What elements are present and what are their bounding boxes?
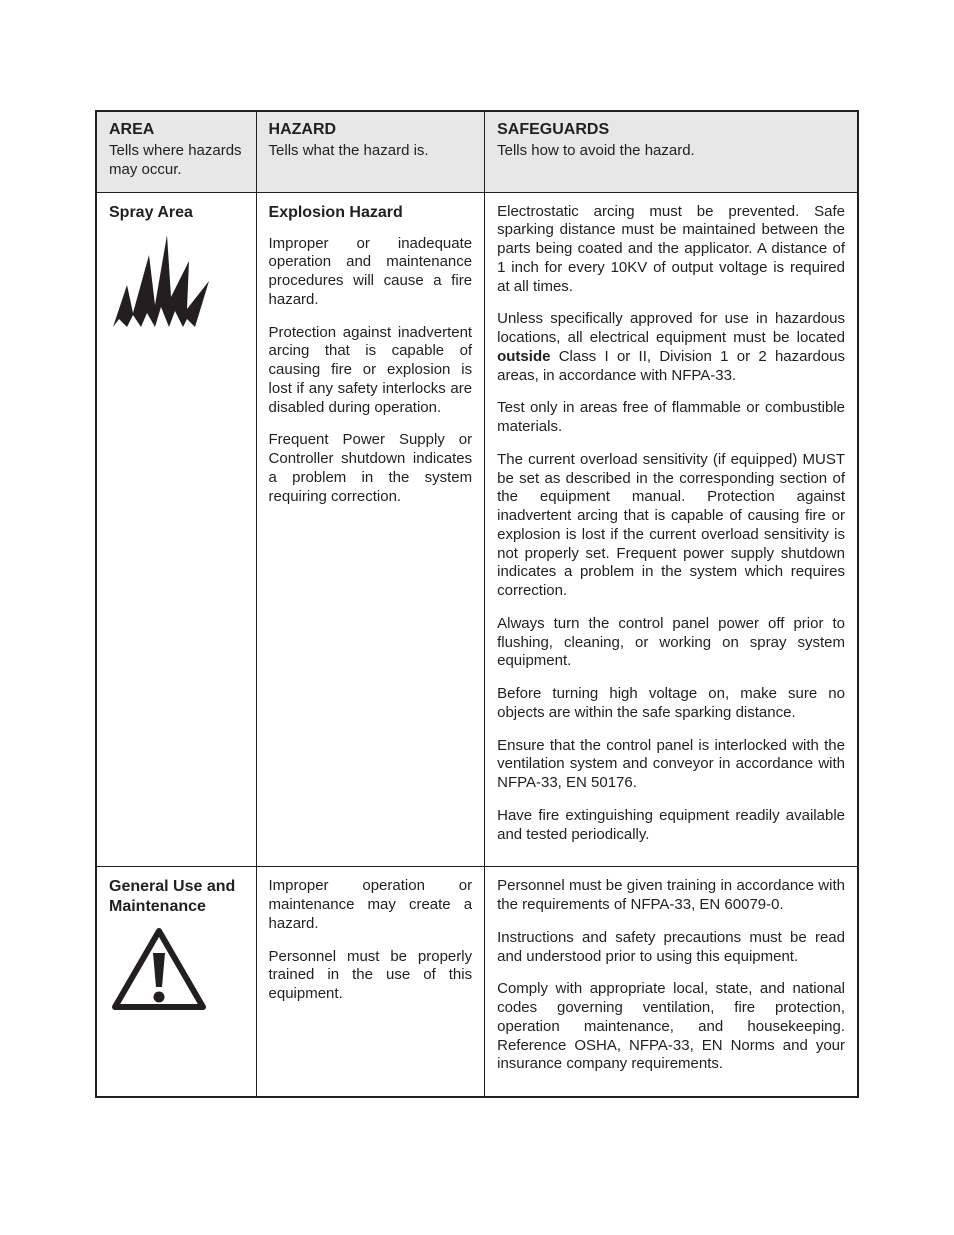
hazard-para: Frequent Power Supply or Controller shut… xyxy=(269,431,473,506)
safeguard-para: Before turning high voltage on, make sur… xyxy=(497,685,845,723)
explosion-icon xyxy=(109,231,219,331)
area-title: Spray Area xyxy=(109,203,244,223)
hazard-para: Personnel must be properly trained in th… xyxy=(269,948,473,1004)
hazard-para: Improper or inadequate operation and mai… xyxy=(269,235,473,310)
safeguard-para: Unless specifically approved for use in … xyxy=(497,310,845,385)
header-safeguards: SAFEGUARDS Tells how to avoid the hazard… xyxy=(485,111,858,192)
safeguard-para: Electrostatic arcing must be prevented. … xyxy=(497,203,845,297)
safeguard-para: Personnel must be given training in acco… xyxy=(497,877,845,915)
area-title: General Use and Maintenance xyxy=(109,877,244,917)
header-safeguards-title: SAFEGUARDS xyxy=(497,120,845,140)
hazard-table: AREA Tells where hazards may occur. HAZA… xyxy=(95,110,859,1098)
hazard-title: Explosion Hazard xyxy=(269,203,473,223)
safeguard-para: Instructions and safety precautions must… xyxy=(497,929,845,967)
hazard-para: Protection against inadvertent arcing th… xyxy=(269,324,473,418)
hazard-para: Improper operation or maintenance may cr… xyxy=(269,877,473,933)
safeguards-cell: Electrostatic arcing must be prevented. … xyxy=(485,192,858,867)
header-area-title: AREA xyxy=(109,120,244,140)
header-safeguards-subtitle: Tells how to avoid the hazard. xyxy=(497,142,845,161)
hazard-cell: Improper operation or maintenance may cr… xyxy=(256,867,485,1097)
table-row: General Use and Maintenance Improper ope… xyxy=(96,867,858,1097)
safeguard-para: Test only in areas free of flammable or … xyxy=(497,399,845,437)
header-area-subtitle: Tells where hazards may occur. xyxy=(109,142,244,180)
warning-icon xyxy=(109,925,209,1015)
safeguard-para: Ensure that the control panel is interlo… xyxy=(497,737,845,793)
header-hazard: HAZARD Tells what the hazard is. xyxy=(256,111,485,192)
header-hazard-title: HAZARD xyxy=(269,120,473,140)
header-hazard-subtitle: Tells what the hazard is. xyxy=(269,142,473,161)
safeguard-para: Have fire extinguishing equipment readil… xyxy=(497,807,845,845)
safeguard-para: Always turn the control panel power off … xyxy=(497,615,845,671)
area-cell: General Use and Maintenance xyxy=(96,867,256,1097)
safeguard-para: Comply with appropriate local, state, an… xyxy=(497,980,845,1074)
table-row: Spray Area Explosion Hazard Improper or … xyxy=(96,192,858,867)
safeguard-para: The current overload sensitivity (if equ… xyxy=(497,451,845,601)
header-area: AREA Tells where hazards may occur. xyxy=(96,111,256,192)
hazard-cell: Explosion Hazard Improper or inadequate … xyxy=(256,192,485,867)
area-cell: Spray Area xyxy=(96,192,256,867)
safeguards-cell: Personnel must be given training in acco… xyxy=(485,867,858,1097)
page: AREA Tells where hazards may occur. HAZA… xyxy=(0,0,954,1138)
table-header-row: AREA Tells where hazards may occur. HAZA… xyxy=(96,111,858,192)
